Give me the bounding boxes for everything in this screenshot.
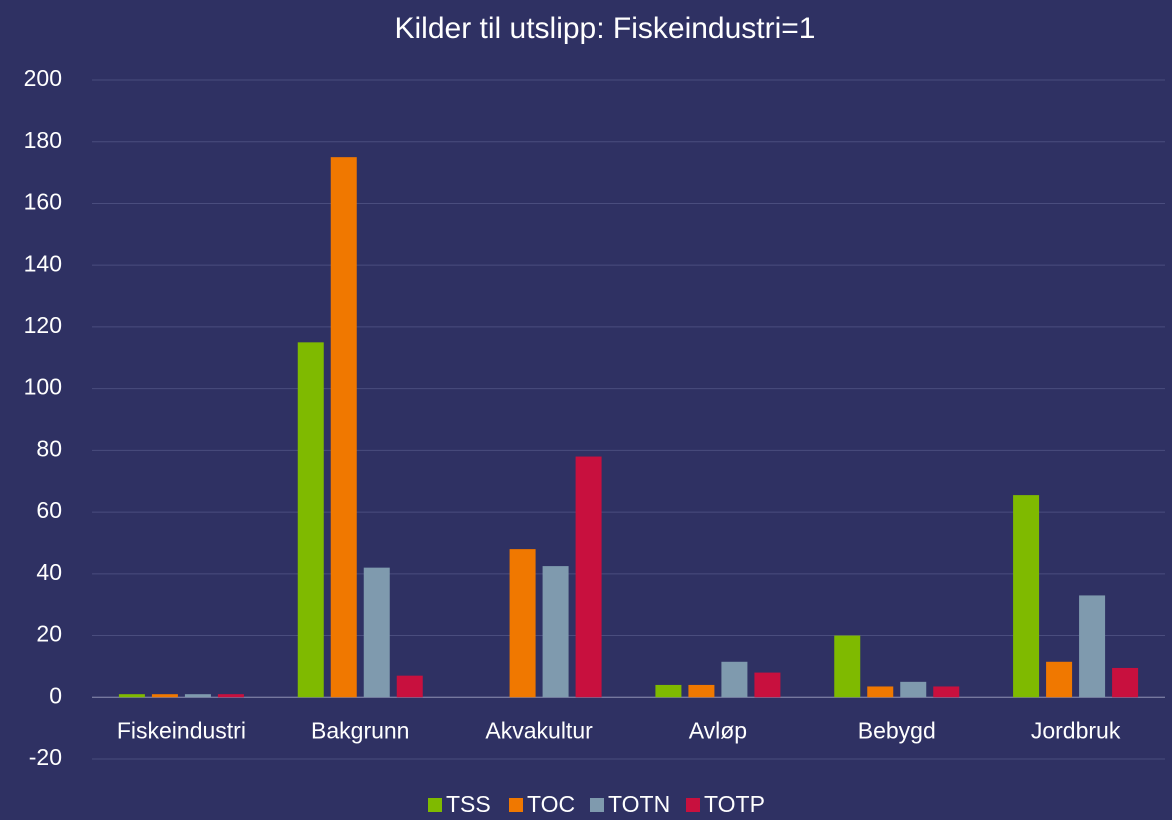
- x-tick-label: Akvakultur: [485, 717, 593, 743]
- chart-title: Kilder til utslipp: Fiskeindustri=1: [394, 12, 815, 45]
- bar: [900, 681, 927, 698]
- bar: [721, 661, 748, 698]
- bar: [542, 566, 569, 698]
- bar: [933, 686, 960, 698]
- bar: [396, 675, 423, 698]
- bar: [834, 635, 861, 698]
- bar: [655, 684, 682, 698]
- bar: [1079, 595, 1106, 698]
- x-tick-label: Bakgrunn: [311, 717, 409, 743]
- y-tick-label: 0: [49, 682, 62, 708]
- y-tick-label: 180: [24, 127, 62, 153]
- legend-label: TOTP: [704, 791, 765, 817]
- bar: [1046, 661, 1073, 698]
- bar: [217, 694, 244, 698]
- y-tick-label: 160: [24, 189, 62, 215]
- y-tick-label: 60: [36, 497, 62, 523]
- legend-label: TOC: [527, 791, 575, 817]
- bar: [151, 694, 178, 698]
- legend-swatch: [509, 798, 523, 812]
- legend-swatch: [590, 798, 604, 812]
- bar: [867, 686, 894, 698]
- bar: [509, 549, 536, 698]
- y-tick-label: 20: [36, 621, 62, 647]
- y-tick-label: 200: [24, 65, 62, 91]
- legend-label: TOTN: [608, 791, 670, 817]
- x-tick-label: Bebygd: [858, 717, 936, 743]
- y-tick-label: 100: [24, 374, 62, 400]
- y-tick-label: 140: [24, 250, 62, 276]
- x-tick-label: Jordbruk: [1031, 717, 1121, 743]
- legend-label: TSS: [446, 791, 491, 817]
- bar: [297, 342, 324, 698]
- legend-swatch: [428, 798, 442, 812]
- y-tick-label: 80: [36, 435, 62, 461]
- legend-swatch: [686, 798, 700, 812]
- bar: [575, 456, 602, 698]
- bar: [754, 672, 781, 698]
- bar: [1013, 495, 1040, 698]
- bar: [118, 694, 145, 698]
- y-tick-label: 120: [24, 312, 62, 338]
- x-tick-label: Fiskeindustri: [117, 717, 246, 743]
- bar: [688, 684, 715, 698]
- bar: [330, 157, 357, 698]
- y-tick-label: 40: [36, 559, 62, 585]
- bar: [363, 567, 390, 698]
- bar: [184, 694, 211, 698]
- bar: [1112, 667, 1139, 698]
- y-tick-label: -20: [29, 744, 62, 770]
- x-tick-label: Avløp: [689, 717, 747, 743]
